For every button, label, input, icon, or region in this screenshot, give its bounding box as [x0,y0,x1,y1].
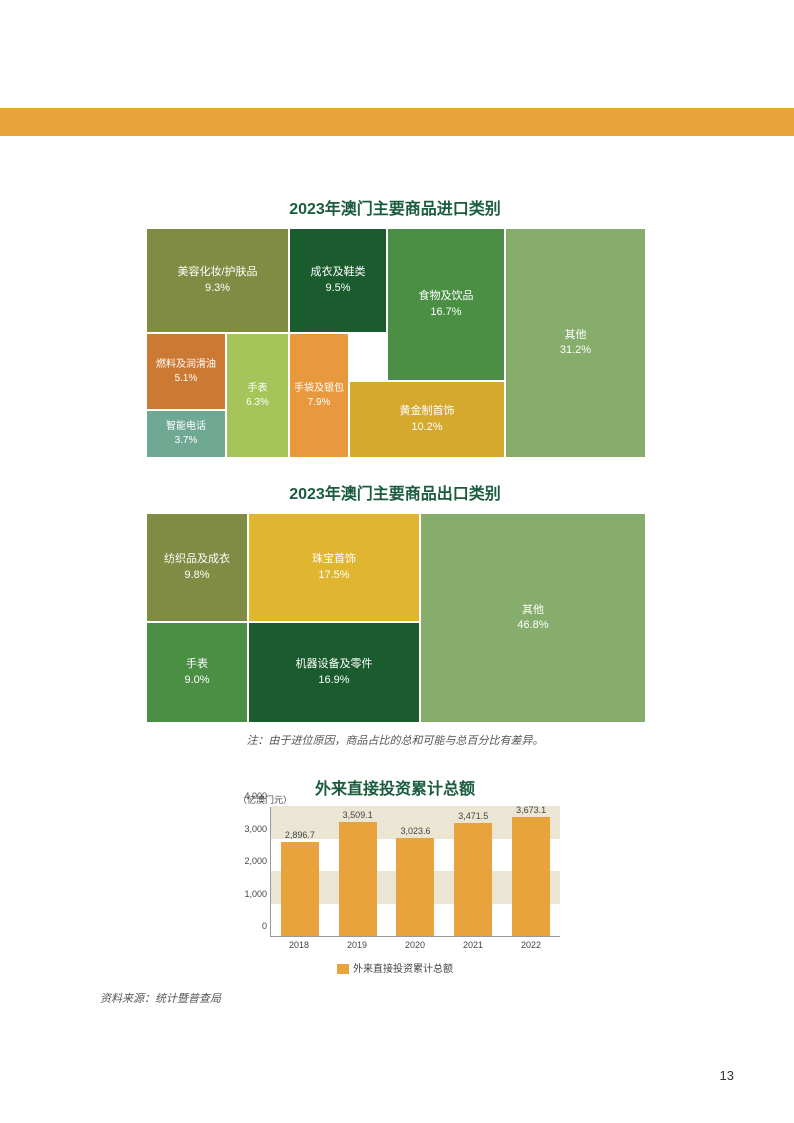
cell-label: 机器设备及零件 [296,657,373,672]
cell-label: 智能电话 [166,420,206,434]
cell-label: 成衣及鞋类 [311,265,366,280]
bar-value-label: 3,023.6 [400,826,430,836]
cell-label: 手袋及银包 [294,382,344,396]
cell-value: 31.2% [560,343,591,358]
bar-value-label: 3,509.1 [343,810,373,820]
xtick-label: 2021 [449,940,497,950]
treemap-cell: 手袋及银包7.9% [289,333,349,458]
legend-text: 外来直接投资累计总额 [353,964,453,975]
barchart: （亿澳门元） 2,896.73,509.13,023.63,471.53,673… [230,807,560,975]
bar [396,838,434,936]
treemap-cell: 手表9.0% [146,622,248,723]
cell-value: 9.8% [184,568,209,583]
bar-value-label: 3,673.1 [516,805,546,815]
cell-label: 其他 [522,603,544,618]
treemap-cell: 机器设备及零件16.9% [248,622,420,723]
xtick-label: 2020 [391,940,439,950]
imports-treemap: 美容化妆/护肤品9.3%成衣及鞋类9.5%食物及饮品16.7%其他31.2%燃料… [145,227,645,457]
bar-group: 3,509.1 [334,810,382,936]
ytick-label: 3,000 [233,824,267,834]
cell-label: 手表 [186,657,208,672]
cell-value: 9.5% [325,281,350,296]
cell-value: 9.3% [205,281,230,296]
bar-value-label: 2,896.7 [285,830,315,840]
barchart-legend: 外来直接投资累计总额 [230,960,560,975]
treemap-cell: 美容化妆/护肤品9.3% [146,228,289,333]
barchart-bars: 2,896.7 3,509.1 3,023.6 3,471.5 3,673.1 [271,807,560,936]
barchart-plot-area: 2,896.73,509.13,023.63,471.53,673.1 01,0… [270,807,560,937]
barchart-title: 外来直接投资累计总额 [145,775,645,799]
xtick-label: 2022 [507,940,555,950]
bar [339,822,377,936]
treemap-cell: 燃料及润滑油5.1% [146,333,226,410]
cell-label: 美容化妆/护肤品 [177,265,257,280]
treemap-cell: 纺织品及成衣9.8% [146,513,248,622]
bar [454,823,492,936]
treemap-cell: 黄金制首饰10.2% [349,381,505,458]
header-band [0,108,794,136]
cell-value: 46.8% [517,618,548,633]
page-number: 13 [720,1068,734,1083]
cell-value: 17.5% [318,568,349,583]
treemap-footnote: 注：由于进位原因，商品占比的总和可能与总百分比有差异。 [145,732,645,748]
ytick-label: 4,000 [233,791,267,801]
imports-section: 2023年澳门主要商品进口类别 美容化妆/护肤品9.3%成衣及鞋类9.5%食物及… [145,195,645,457]
cell-value: 5.1% [175,372,198,386]
cell-label: 手表 [248,382,268,396]
bar-group: 3,471.5 [449,811,497,936]
exports-treemap: 纺织品及成衣9.8%珠宝首饰17.5%手表9.0%机器设备及零件16.9%其他4… [145,512,645,722]
cell-value: 3.7% [175,434,198,448]
bar-group: 3,023.6 [391,826,439,936]
treemap-cell: 手表6.3% [226,333,289,458]
ytick-label: 1,000 [233,889,267,899]
cell-value: 10.2% [411,420,442,435]
bar-group: 3,673.1 [507,805,555,936]
bar [281,842,319,936]
exports-title: 2023年澳门主要商品出口类别 [145,480,645,504]
cell-value: 9.0% [184,673,209,688]
cell-label: 纺织品及成衣 [164,552,230,567]
cell-value: 7.9% [308,396,331,410]
cell-label: 黄金制首饰 [400,404,455,419]
cell-value: 16.9% [318,673,349,688]
treemap-cell: 珠宝首饰17.5% [248,513,420,622]
bar-value-label: 3,471.5 [458,811,488,821]
cell-value: 6.3% [246,396,269,410]
treemap-cell: 其他46.8% [420,513,646,723]
treemap-cell: 其他31.2% [505,228,646,458]
treemap-cell: 成衣及鞋类9.5% [289,228,387,333]
ytick-label: 0 [233,921,267,931]
legend-swatch [337,964,349,974]
xtick-label: 2018 [275,940,323,950]
barchart-xlabels: 2018 2019 2020 2021 2022 [270,937,560,950]
barchart-section: 外来直接投资累计总额 （亿澳门元） 2,896.73,509.13,023.63… [145,775,645,975]
imports-title: 2023年澳门主要商品进口类别 [145,195,645,219]
ytick-label: 2,000 [233,856,267,866]
cell-label: 燃料及润滑油 [156,358,216,372]
cell-label: 其他 [565,328,587,343]
treemap-cell: 智能电话3.7% [146,410,226,458]
source-text: 资料来源：统计暨普查局 [100,990,221,1006]
xtick-label: 2019 [333,940,381,950]
treemap-cell: 食物及饮品16.7% [387,228,505,381]
bar [512,817,550,936]
bar-group: 2,896.7 [276,830,324,936]
cell-label: 食物及饮品 [419,289,474,304]
cell-label: 珠宝首饰 [312,552,356,567]
exports-section: 2023年澳门主要商品出口类别 纺织品及成衣9.8%珠宝首饰17.5%手表9.0… [145,480,645,748]
cell-value: 16.7% [430,305,461,320]
